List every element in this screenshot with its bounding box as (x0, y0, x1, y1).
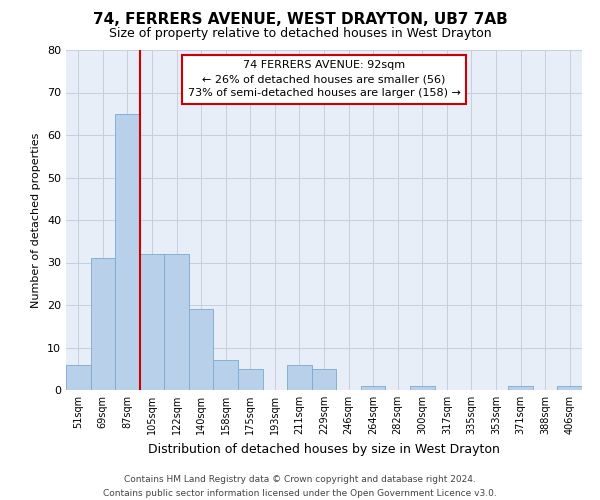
X-axis label: Distribution of detached houses by size in West Drayton: Distribution of detached houses by size … (148, 442, 500, 456)
Bar (164, 254, 189, 390)
Bar (238, 369, 263, 390)
Y-axis label: Number of detached properties: Number of detached properties (31, 132, 41, 308)
Text: 74, FERRERS AVENUE, WEST DRAYTON, UB7 7AB: 74, FERRERS AVENUE, WEST DRAYTON, UB7 7A… (92, 12, 508, 28)
Bar (189, 309, 214, 390)
Bar (91, 258, 115, 390)
Bar (361, 386, 385, 390)
Bar (66, 364, 91, 390)
Text: Contains HM Land Registry data © Crown copyright and database right 2024.
Contai: Contains HM Land Registry data © Crown c… (103, 476, 497, 498)
Bar (312, 369, 336, 390)
Bar (287, 364, 312, 390)
Bar (508, 386, 533, 390)
Text: Size of property relative to detached houses in West Drayton: Size of property relative to detached ho… (109, 28, 491, 40)
Bar (557, 386, 582, 390)
Bar (140, 254, 164, 390)
Text: 74 FERRERS AVENUE: 92sqm
← 26% of detached houses are smaller (56)
73% of semi-d: 74 FERRERS AVENUE: 92sqm ← 26% of detach… (188, 60, 460, 98)
Bar (214, 360, 238, 390)
Bar (410, 386, 434, 390)
Bar (115, 114, 140, 390)
